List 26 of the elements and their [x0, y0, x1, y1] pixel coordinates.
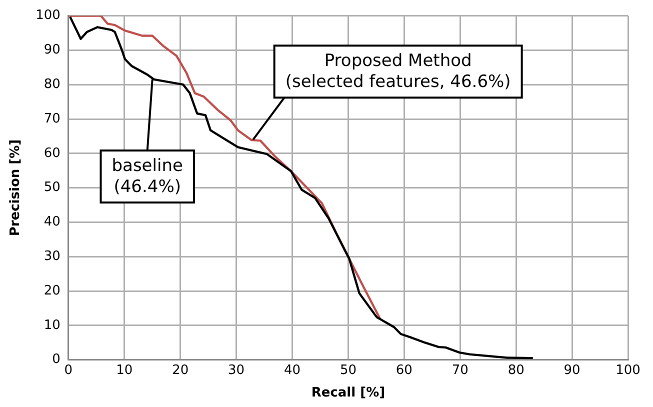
y-tick-label: 20 [44, 283, 60, 298]
y-tick-label: 30 [44, 248, 60, 264]
x-tick-label: 30 [228, 362, 245, 378]
x-tick-label: 70 [452, 362, 468, 378]
y-tick-label: 70 [44, 111, 60, 126]
x-tick-label: 100 [616, 362, 640, 378]
x-tick-label: 90 [564, 362, 580, 378]
annotation: Proposed Method (selected features, 46.6%) [285, 51, 511, 92]
y-tick-label: 10 [44, 318, 60, 333]
y-tick-label: 90 [44, 42, 60, 58]
y-tick-label: 40 [44, 214, 60, 230]
y-axis-title: Precision [%] [8, 139, 24, 236]
x-tick-label: 10 [116, 362, 133, 378]
x-tick-label: 80 [508, 362, 524, 378]
annotation: baseline (46.4%) [112, 156, 183, 197]
y-tick-label: 50 [44, 180, 60, 196]
y-tick-label: 80 [44, 76, 60, 92]
x-tick-label: 60 [396, 362, 412, 378]
x-tick-label: 20 [172, 362, 189, 378]
x-tick-label: 40 [284, 362, 301, 378]
y-tick-label: 100 [36, 8, 60, 24]
x-axis-title: Recall [%] [311, 386, 386, 401]
x-tick-label: 0 [64, 362, 73, 378]
y-tick-label: 0 [52, 352, 60, 368]
y-tick-label: 60 [44, 146, 60, 161]
x-tick-label: 50 [340, 362, 356, 378]
